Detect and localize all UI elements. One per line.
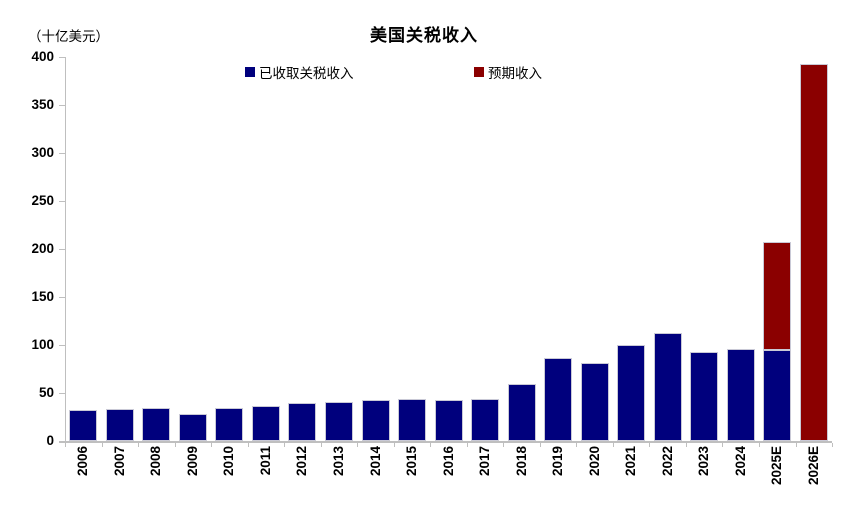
y-tick-mark: [59, 57, 65, 58]
y-tick-label: 150: [31, 289, 54, 304]
x-axis-label-2019: 2019: [550, 446, 566, 477]
x-axis-label-2010: 2010: [221, 446, 237, 477]
x-tick-mark: [612, 443, 614, 447]
legend-swatch-collected: [245, 67, 255, 77]
legend-label-expected: 预期收入: [488, 66, 542, 81]
y-tick-label: 300: [31, 145, 54, 160]
x-axis-label-2025E: 2025E: [769, 446, 785, 486]
bar-segment-collected-2011: [251, 405, 280, 441]
x-tick-mark: [466, 443, 468, 447]
bar-segment-collected-2020: [580, 363, 609, 441]
x-tick-mark: [247, 443, 249, 447]
y-tick-mark: [59, 345, 65, 346]
bar-segment-collected-2017: [471, 398, 499, 441]
y-tick-mark: [59, 393, 65, 394]
y-tick-label: 350: [31, 97, 54, 112]
y-axis-unit-label: （十亿美元）: [28, 29, 109, 44]
y-tick-mark: [59, 297, 65, 298]
x-tick-mark: [539, 443, 541, 447]
x-tick-mark: [576, 443, 578, 447]
x-axis-line: [59, 441, 832, 443]
bar-segment-collected-2013: [324, 401, 353, 441]
x-axis-label-2026E: 2026E: [805, 446, 821, 486]
bar-segment-collected-2018: [507, 384, 536, 441]
x-axis-label-2014: 2014: [367, 446, 383, 477]
y-tick-label: 400: [31, 49, 54, 64]
bar-segment-collected-2012: [288, 402, 317, 441]
x-axis-label-2022: 2022: [659, 446, 675, 477]
legend-item-expected: 预期收入: [474, 62, 542, 82]
x-axis-label-2013: 2013: [330, 446, 346, 477]
x-tick-mark: [795, 443, 797, 447]
bar-segment-collected-2010: [215, 408, 244, 441]
x-axis-label-2018: 2018: [513, 446, 529, 477]
x-tick-mark: [284, 443, 286, 447]
x-axis-label-2015: 2015: [404, 446, 419, 477]
y-tick-mark: [59, 105, 65, 106]
y-tick-mark: [59, 201, 65, 202]
y-tick-mark: [59, 249, 65, 250]
x-axis-label-2020: 2020: [586, 446, 602, 477]
x-axis-label-2023: 2023: [696, 446, 712, 477]
y-tick-label: 100: [31, 337, 54, 352]
legend-item-collected: 已收取关税收入: [245, 62, 354, 82]
x-axis-label-2011: 2011: [257, 446, 273, 476]
bar-segment-collected-2007: [105, 409, 134, 441]
x-tick-mark: [832, 443, 833, 447]
x-tick-mark: [759, 443, 760, 447]
y-tick-label: 0: [46, 433, 54, 448]
bar-segment-collected-2024: [726, 348, 755, 441]
bar-segment-collected-2019: [544, 358, 573, 441]
bar-segment-collected-2016: [434, 399, 463, 441]
x-tick-mark: [101, 443, 103, 447]
chart-legend: 已收取关税收入 预期收入: [0, 62, 848, 82]
y-tick-label: 50: [38, 385, 54, 400]
x-tick-mark: [393, 443, 395, 447]
x-axis-label-2012: 2012: [294, 446, 310, 477]
legend-label-collected: 已收取关税收入: [259, 66, 354, 81]
x-axis-label-2016: 2016: [440, 446, 456, 477]
chart-title: 美国关税收入: [370, 26, 478, 45]
x-axis-label-2008: 2008: [148, 446, 164, 477]
x-axis-label-2007: 2007: [111, 446, 127, 477]
legend-swatch-expected: [474, 67, 484, 77]
x-tick-mark: [503, 443, 505, 447]
bar-segment-collected-2014: [361, 399, 390, 441]
bar-segment-collected-2006: [69, 410, 98, 441]
x-tick-mark: [138, 443, 139, 447]
x-axis-label-2006: 2006: [75, 446, 91, 477]
bar-segment-collected-2025E: [763, 349, 792, 441]
x-tick-mark: [649, 443, 651, 447]
x-tick-mark: [722, 443, 724, 447]
y-tick-mark: [59, 441, 65, 442]
x-axis-label-2021: 2021: [623, 446, 639, 477]
x-tick-mark: [357, 443, 359, 447]
x-axis-label-2009: 2009: [184, 446, 200, 477]
x-tick-mark: [174, 443, 176, 447]
y-tick-label: 200: [31, 241, 54, 256]
x-tick-mark: [685, 443, 687, 447]
y-axis-line: [65, 57, 66, 442]
bar-segment-expected-2025E: [763, 242, 792, 350]
x-tick-mark: [320, 443, 322, 447]
bar-segment-collected-2021: [617, 345, 646, 441]
bar-segment-collected-2022: [653, 332, 682, 441]
bar-segment-collected-2015: [398, 398, 426, 441]
x-tick-mark: [211, 443, 213, 447]
y-tick-label: 250: [31, 193, 54, 208]
y-tick-mark: [59, 153, 65, 154]
x-tick-mark: [430, 443, 432, 447]
bar-segment-collected-2009: [178, 414, 207, 441]
bar-segment-expected-2026E: [799, 63, 828, 441]
bar-segment-collected-2023: [690, 351, 719, 441]
x-axis-label-2017: 2017: [477, 446, 492, 477]
bar-segment-collected-2008: [142, 408, 171, 441]
x-tick-mark: [65, 443, 66, 447]
x-axis-label-2024: 2024: [732, 446, 748, 477]
